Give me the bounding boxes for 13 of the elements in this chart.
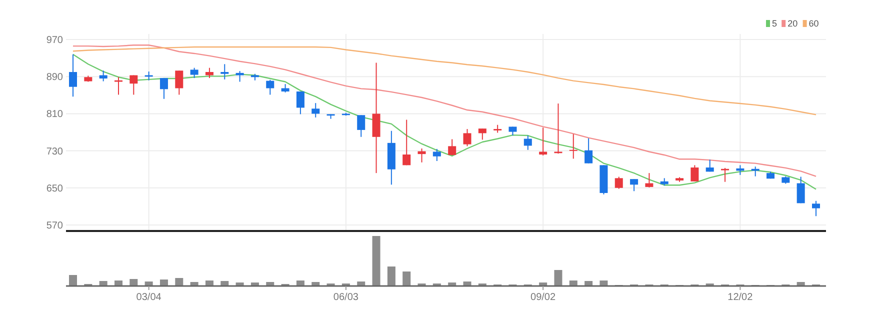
x-tick-label: 09/02 <box>530 292 556 303</box>
legend-label: 20 <box>788 18 798 28</box>
x-tick-label: 03/04 <box>136 292 162 303</box>
y-tick-label: 970 <box>46 35 64 46</box>
y-tick-label: 810 <box>46 109 64 120</box>
y-tick-label: 890 <box>46 72 64 84</box>
y-tick-label: 650 <box>46 183 64 194</box>
y-tick-label: 730 <box>46 146 64 158</box>
y-tick-label: 570 <box>46 220 64 232</box>
x-tick-label: 12/02 <box>728 292 754 303</box>
legend-label: 5 <box>772 18 778 28</box>
x-tick-label: 06/03 <box>333 292 359 303</box>
legend-label: 60 <box>808 18 819 28</box>
